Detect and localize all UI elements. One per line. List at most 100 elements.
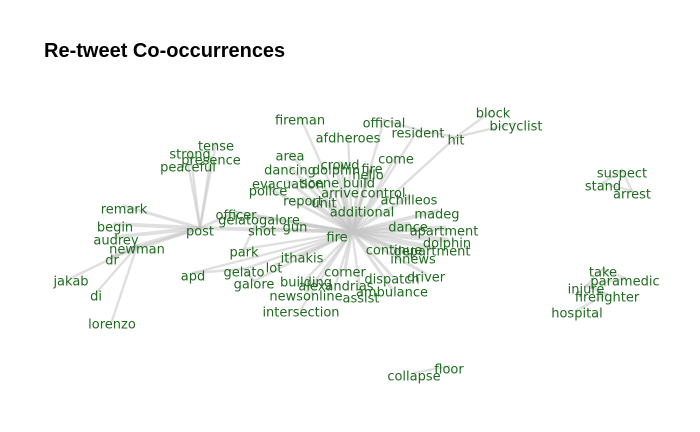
edge-post-peaceful [186, 162, 202, 230]
node-label-corner: corner [324, 266, 366, 281]
node-label-injure: injure [568, 283, 605, 298]
node-label-fire-top: fire [361, 163, 382, 178]
edge-layer [69, 108, 634, 375]
edge-apd-gelato [191, 267, 246, 275]
edge-newman-dr [110, 244, 139, 259]
node-label-jakab: jakab [52, 275, 88, 290]
node-label-dance: dance [388, 221, 428, 236]
edge-take-paramedic [601, 267, 627, 280]
node-label-block: block [476, 107, 511, 122]
node-label-madeg: madeg [414, 208, 459, 223]
edge-fire-intersection [299, 230, 354, 311]
edge-fire-police [266, 186, 354, 234]
node-label-dispatch: dispatch [364, 273, 419, 288]
node-label-take: take [589, 266, 617, 281]
node-label-gelatogalore: gelatogalore [218, 214, 300, 229]
node-label-achilleos: achilleos [381, 194, 438, 209]
node-label-hit: hit [448, 134, 465, 149]
node-label-galore: galore [234, 278, 275, 293]
node-label-strong: strong [169, 148, 210, 163]
node-label-come: come [378, 153, 414, 168]
node-label-area: area [276, 150, 305, 165]
node-label-dr: dr [105, 254, 119, 269]
node-label-department: department [394, 245, 471, 260]
node-label-fireman: fireman [275, 114, 325, 129]
node-label-newman: newman [109, 243, 165, 258]
edge-take-injure [584, 267, 605, 288]
node-label-building: building [280, 276, 332, 291]
edge-injure-paramedic [584, 276, 627, 288]
node-label-remark: remark [101, 203, 148, 218]
node-label-additional: additional [330, 206, 395, 221]
node-label-dolphin: dolphin [423, 237, 471, 252]
node-label-floor: floor [434, 363, 464, 378]
edge-fire-achilleos [350, 195, 411, 234]
edge-fire-dancing [288, 165, 354, 234]
node-label-apartment: apartment [410, 225, 479, 240]
edge-fire-apd [191, 230, 354, 275]
edge-fire-gelatogalore [257, 215, 354, 234]
node-label-apd: apd [181, 270, 205, 285]
edge-post-remark [122, 204, 202, 230]
node-label-begin: begin [97, 221, 133, 236]
node-label-continue: continue [366, 244, 423, 259]
edge-newman-lorenzo [110, 244, 139, 323]
node-label-assist: assist [343, 292, 380, 307]
edge-fire-department [349, 229, 435, 251]
edge-post-presence [198, 155, 213, 230]
node-label-newsonline: newsonline [269, 290, 342, 305]
edge-fire-alexandrias [334, 230, 354, 285]
node-label-alexandrias: alexandrias [298, 280, 373, 295]
edge-stand-arrest [601, 181, 634, 193]
node-label-evacuation: evacuation [252, 178, 324, 193]
node-label-firefighter: firefighter [575, 291, 640, 306]
edge-fire-evacuation [286, 179, 354, 234]
node-label-post: post [186, 225, 214, 240]
edge-injure-firefighter [584, 284, 609, 296]
edge-post-begin [113, 222, 202, 230]
node-label-scene: scene [301, 177, 339, 192]
node-label-crowd: crowd [320, 159, 359, 174]
node-label-innews: innews [390, 253, 436, 268]
edge-fire-hit [350, 135, 458, 234]
node-label-arrest: arrest [613, 188, 651, 203]
node-label-di: di [90, 290, 102, 305]
node-label-dancing: dancing [264, 164, 316, 179]
node-label-ambulance: ambulance [356, 286, 428, 301]
edge-stand-suspect [601, 168, 624, 185]
edge-newman-di [94, 244, 139, 295]
node-label-bicyclist: bicyclist [490, 120, 543, 135]
node-label-lot: lot [266, 262, 283, 277]
edge-fire-post [198, 226, 354, 234]
node-label-report: report [283, 195, 323, 210]
edge-resident-hit [416, 128, 458, 139]
edge-park-gelatogalore [242, 215, 261, 251]
edge-fire-ambulance [350, 230, 394, 291]
node-label-tense: tense [198, 140, 234, 155]
node-label-build: build [343, 177, 375, 192]
edge-firefighter-hospital [575, 292, 609, 312]
node-label-official: official [363, 117, 406, 132]
edge-official-resident [382, 118, 420, 132]
node-label-stand: stand [585, 180, 621, 195]
node-label-park: park [229, 246, 259, 261]
node-label-suspect: suspect [597, 167, 647, 182]
edge-fire-galore [252, 230, 354, 283]
node-label-gun: gun [283, 221, 308, 236]
node-label-dolphin-top: dolphin [312, 164, 360, 179]
edge-fire-area [288, 151, 354, 234]
edge-hit-bicyclist [454, 121, 518, 139]
node-label-intersection: intersection [262, 306, 339, 321]
node-label-control: control [360, 187, 405, 202]
node-label-presence: presence [181, 154, 240, 169]
edge-fire-building [304, 230, 354, 281]
node-label-peaceful: peaceful [160, 161, 216, 176]
edge-fire-fireman [298, 115, 354, 234]
node-label-hospital: hospital [551, 307, 603, 322]
edge-fire-resident [350, 128, 420, 234]
node-label-lorenzo: lorenzo [88, 318, 136, 333]
edge-post-officer [198, 210, 238, 230]
node-label-shot: shot [248, 225, 276, 240]
node-label-officer: officer [215, 209, 257, 224]
